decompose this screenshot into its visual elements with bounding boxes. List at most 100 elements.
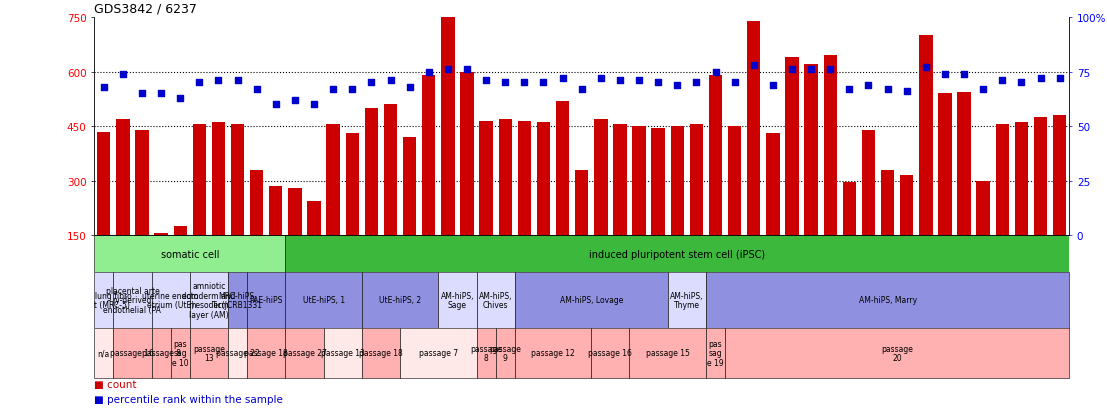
Bar [98, 132, 111, 290]
Point [745, 62, 762, 69]
Point [267, 102, 285, 108]
Bar [362, 328, 400, 378]
Bar [94, 328, 113, 378]
Text: passage 7: passage 7 [419, 349, 458, 358]
Text: somatic cell: somatic cell [161, 249, 219, 259]
Point [305, 102, 322, 108]
Point [879, 86, 896, 93]
Bar [881, 170, 894, 290]
Bar [116, 119, 130, 290]
Bar [495, 328, 515, 378]
Text: ■ percentile rank within the sample: ■ percentile rank within the sample [94, 394, 283, 404]
Point [325, 86, 342, 93]
Bar [938, 94, 952, 290]
Bar [193, 125, 206, 290]
Bar [230, 125, 244, 290]
Bar [804, 65, 818, 290]
Bar [900, 176, 913, 290]
Point [726, 80, 743, 87]
Point [248, 86, 266, 93]
Text: GDS3842 / 6237: GDS3842 / 6237 [94, 3, 197, 16]
Bar [996, 125, 1009, 290]
Bar [94, 235, 286, 273]
Bar [174, 227, 187, 290]
Bar [288, 188, 301, 290]
Text: passage 18: passage 18 [359, 349, 403, 358]
Point [974, 86, 992, 93]
Text: AM-hiPS,
Chives: AM-hiPS, Chives [479, 291, 512, 310]
Point [917, 65, 935, 71]
Bar [286, 273, 362, 328]
Text: passage 16: passage 16 [588, 349, 633, 358]
Text: placental arte
ry-derived
endothelial (PA: placental arte ry-derived endothelial (P… [103, 286, 162, 314]
Text: passage 16: passage 16 [111, 349, 154, 358]
Bar [728, 127, 741, 290]
Bar [228, 328, 247, 378]
Point [841, 86, 859, 93]
Point [592, 76, 609, 82]
Point [897, 89, 915, 95]
Point [668, 82, 686, 89]
Point [95, 84, 113, 91]
Point [381, 78, 399, 84]
Bar [346, 134, 359, 290]
Bar [1015, 123, 1028, 290]
Text: AM-hiPS, Lovage: AM-hiPS, Lovage [560, 296, 623, 305]
Bar [575, 170, 588, 290]
Bar [957, 93, 971, 290]
Bar [592, 328, 629, 378]
Bar [113, 273, 152, 328]
Bar [480, 121, 493, 290]
Bar [517, 121, 531, 290]
Bar [629, 328, 706, 378]
Point [707, 69, 725, 76]
Bar [689, 125, 704, 290]
Bar [189, 273, 228, 328]
Text: pas
sag
e 10: pas sag e 10 [172, 339, 188, 367]
Bar [324, 328, 362, 378]
Bar [269, 187, 283, 290]
Bar [152, 273, 189, 328]
Point [1032, 76, 1049, 82]
Point [802, 67, 820, 74]
Text: ■ count: ■ count [94, 380, 136, 389]
Point [821, 67, 839, 74]
Point [420, 69, 438, 76]
Bar [633, 127, 646, 290]
Bar [383, 105, 397, 290]
Bar [403, 138, 417, 290]
Bar [247, 273, 286, 328]
Text: passage
20: passage 20 [881, 344, 913, 362]
Text: MRC-hiPS,
Tic(JCRB1331: MRC-hiPS, Tic(JCRB1331 [212, 291, 263, 310]
Bar [1053, 116, 1066, 290]
Bar [113, 328, 152, 378]
Point [860, 82, 878, 89]
Bar [460, 72, 474, 290]
Text: AM-hiPS, Marry: AM-hiPS, Marry [859, 296, 916, 305]
Bar [725, 328, 1069, 378]
Text: passage
8: passage 8 [470, 344, 502, 362]
Point [133, 91, 151, 97]
Text: passage 18: passage 18 [245, 349, 288, 358]
Bar [171, 328, 189, 378]
Point [228, 78, 246, 84]
Point [955, 71, 973, 78]
Bar [286, 235, 1069, 273]
Bar [556, 102, 570, 290]
Point [515, 80, 533, 87]
Bar [441, 18, 454, 290]
Text: passage 13: passage 13 [321, 349, 365, 358]
Point [936, 71, 954, 78]
Point [478, 78, 495, 84]
Point [1013, 80, 1030, 87]
Text: passage 15: passage 15 [646, 349, 689, 358]
Point [1050, 76, 1068, 82]
Bar [515, 273, 668, 328]
Point [994, 78, 1012, 84]
Bar [250, 170, 264, 290]
Text: passage 22: passage 22 [216, 349, 259, 358]
Text: PAE-hiPS: PAE-hiPS [249, 296, 283, 305]
Bar [327, 125, 340, 290]
Text: amniotic
ectoderm and
mesoderm
layer (AM): amniotic ectoderm and mesoderm layer (AM… [182, 281, 236, 319]
Point [765, 82, 782, 89]
